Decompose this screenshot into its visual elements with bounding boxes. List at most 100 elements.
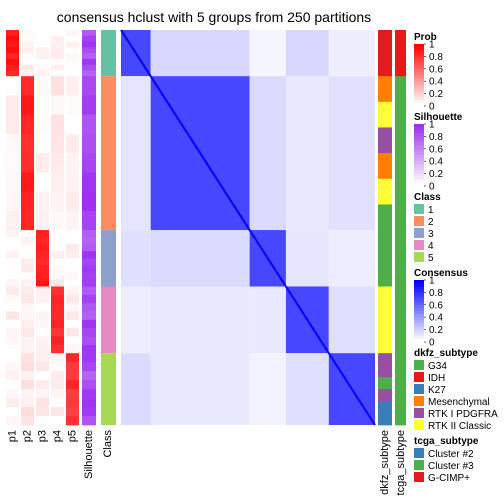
prob-cell (6, 133, 19, 154)
prob-cell (36, 133, 49, 154)
dkfz-subtype-cell (378, 127, 392, 154)
prob-cell (66, 95, 79, 116)
silhouette-cell (82, 30, 96, 37)
legend-item-label: IDH (428, 373, 445, 384)
prob-cell (21, 336, 34, 346)
prob-cell (51, 191, 64, 212)
legend-tick-label: 0.8 (429, 132, 443, 143)
prob-cell (36, 265, 49, 273)
legend-item-label: 5 (428, 253, 434, 264)
class-column (101, 30, 116, 425)
legend-item-label: Cluster #3 (428, 461, 474, 472)
prob-cell (51, 353, 64, 363)
legend-gradient-step (414, 139, 424, 143)
legend-gradient-step (414, 283, 424, 287)
prob-cell (66, 380, 79, 390)
silhouette-cell (82, 407, 96, 417)
prob-cell (6, 30, 19, 37)
prob-cell (51, 279, 64, 287)
prob-cell (36, 251, 49, 259)
legend-tick-label: 0.6 (429, 300, 443, 311)
legend-item-label: RTK I PDGFRA (428, 409, 498, 420)
consensus-diagonal (248, 229, 287, 288)
tcga-subtype-cell (395, 230, 406, 240)
prob-cell (6, 303, 19, 312)
tcga-subtype-cell (395, 401, 406, 414)
prob-cell (21, 371, 34, 381)
prob-cell (21, 191, 34, 212)
legend-gradient-step (414, 90, 424, 94)
legend-swatch (414, 448, 424, 458)
prob-cell (36, 70, 49, 77)
prob-cell (66, 47, 79, 54)
silhouette-cell (82, 380, 96, 390)
prob-cell (21, 210, 34, 231)
dkfz-subtype-cell (378, 330, 392, 343)
consensus-diagonal (120, 29, 152, 77)
consensus-block (121, 353, 151, 425)
dkfz-subtype-cell (378, 53, 392, 62)
legend-gradient-step (414, 81, 424, 85)
legend-tick-label: 0.2 (429, 325, 443, 336)
dkfz-subtype-cell (378, 401, 392, 414)
silhouette-cell (82, 319, 96, 329)
dkfz-subtype-cell (378, 153, 392, 180)
prob-cell (21, 76, 34, 96)
prob-cell (66, 311, 79, 321)
legend-gradient-step (414, 304, 424, 309)
legend-gradient-step (414, 280, 424, 284)
prob-cell (21, 279, 34, 287)
prob-cell (66, 237, 79, 245)
silhouette-cell (82, 258, 96, 266)
legend-gradient-step (414, 292, 424, 296)
consensus-block (150, 230, 250, 287)
consensus-block (285, 230, 329, 287)
prob-cell (21, 265, 34, 273)
consensus-block (328, 76, 375, 231)
prob-cell (21, 389, 34, 399)
prob-cell (51, 362, 64, 372)
legend-gradient-step (414, 62, 424, 66)
silhouette-cell (82, 230, 96, 238)
tcga-subtype-cell (395, 248, 406, 259)
legend-gradient-step (414, 289, 424, 293)
prob-cell (66, 191, 79, 212)
prob-cell (6, 53, 19, 60)
legend-gradient-step (414, 133, 424, 137)
prob-cell (51, 70, 64, 77)
prob-cell (51, 328, 64, 337)
prob-cell (51, 311, 64, 321)
consensus-block (285, 76, 329, 231)
prob-cell (51, 76, 64, 96)
tcga-subtype-cell (395, 60, 406, 69)
legend-swatch (414, 240, 424, 250)
legend-gradient-step (414, 130, 424, 134)
legend-gradient-step (414, 326, 424, 330)
legend-gradient-step (414, 102, 424, 107)
prob-cell (6, 311, 19, 321)
prob-cell (51, 272, 64, 280)
prob-cell (66, 251, 79, 259)
prob-cell (36, 30, 49, 37)
legend-tick-label: 0.4 (429, 313, 443, 324)
prob-cell (21, 58, 34, 66)
prob-cell (66, 265, 79, 273)
prob-cell (66, 398, 79, 408)
prob-cell (6, 258, 19, 266)
consensus-block (249, 30, 286, 77)
prob-cell (6, 272, 19, 280)
tcga-subtype-cell (395, 267, 406, 278)
prob-cell (36, 114, 49, 135)
prob-cell (66, 407, 79, 417)
dkfz-subtype-cell (378, 60, 392, 69)
prob-cell (21, 53, 34, 60)
prob-column-label: p3 (37, 430, 49, 442)
prob-cell (51, 230, 64, 238)
class-cell (101, 30, 116, 77)
prob-cell (36, 64, 49, 71)
legend-gradient-step (414, 323, 424, 327)
legend-gradient-step (414, 99, 424, 104)
dkfz-subtype-cell (378, 37, 392, 46)
legend-gradient-step (414, 161, 424, 165)
prob-cell (6, 237, 19, 245)
